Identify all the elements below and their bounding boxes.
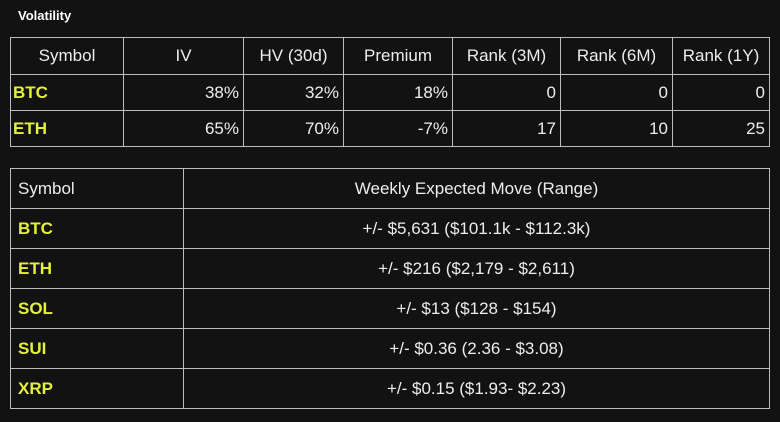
hv-cell: 70% — [243, 110, 344, 147]
header-weekly-expected-move: Weekly Expected Move (Range) — [183, 168, 770, 209]
range-cell: +/- $0.15 ($1.93- $2.23) — [183, 368, 770, 409]
hv-cell: 32% — [243, 74, 344, 111]
iv-cell: 38% — [123, 74, 244, 111]
rank-1y-cell: 0 — [672, 74, 770, 111]
table-row: SUI +/- $0.36 (2.36 - $3.08) — [10, 328, 770, 369]
page-title: Volatility — [18, 8, 72, 23]
symbol-cell: SOL — [10, 288, 184, 329]
header-rank-1y: Rank (1Y) — [672, 37, 770, 75]
table-row: BTC +/- $5,631 ($101.1k - $112.3k) — [10, 208, 770, 249]
rank-1y-cell: 25 — [672, 110, 770, 147]
symbol-cell: XRP — [10, 368, 184, 409]
expected-move-table: Symbol Weekly Expected Move (Range) BTC … — [10, 168, 770, 409]
header-rank-3m: Rank (3M) — [452, 37, 561, 75]
table-header-row: Symbol Weekly Expected Move (Range) — [10, 168, 770, 209]
table-row: ETH +/- $216 ($2,179 - $2,611) — [10, 248, 770, 289]
range-cell: +/- $216 ($2,179 - $2,611) — [183, 248, 770, 289]
range-cell: +/- $13 ($128 - $154) — [183, 288, 770, 329]
symbol-cell: ETH — [10, 248, 184, 289]
table-row: XRP +/- $0.15 ($1.93- $2.23) — [10, 368, 770, 409]
table-row: SOL +/- $13 ($128 - $154) — [10, 288, 770, 329]
header-premium: Premium — [343, 37, 453, 75]
header-symbol: Symbol — [10, 37, 124, 75]
header-hv: HV (30d) — [243, 37, 344, 75]
header-iv: IV — [123, 37, 244, 75]
rank-6m-cell: 0 — [560, 74, 673, 111]
symbol-cell: BTC — [10, 208, 184, 249]
range-cell: +/- $5,631 ($101.1k - $112.3k) — [183, 208, 770, 249]
symbol-cell: SUI — [10, 328, 184, 369]
table-row: BTC 38% 32% 18% 0 0 0 — [10, 74, 770, 111]
table-row: ETH 65% 70% -7% 17 10 25 — [10, 110, 770, 147]
header-rank-6m: Rank (6M) — [560, 37, 673, 75]
premium-cell: -7% — [343, 110, 453, 147]
rank-3m-cell: 0 — [452, 74, 561, 111]
volatility-table: Symbol IV HV (30d) Premium Rank (3M) Ran… — [10, 37, 770, 147]
range-cell: +/- $0.36 (2.36 - $3.08) — [183, 328, 770, 369]
table-header-row: Symbol IV HV (30d) Premium Rank (3M) Ran… — [10, 37, 770, 75]
symbol-cell: BTC — [10, 74, 124, 111]
header-symbol: Symbol — [10, 168, 184, 209]
rank-6m-cell: 10 — [560, 110, 673, 147]
rank-3m-cell: 17 — [452, 110, 561, 147]
iv-cell: 65% — [123, 110, 244, 147]
premium-cell: 18% — [343, 74, 453, 111]
symbol-cell: ETH — [10, 110, 124, 147]
